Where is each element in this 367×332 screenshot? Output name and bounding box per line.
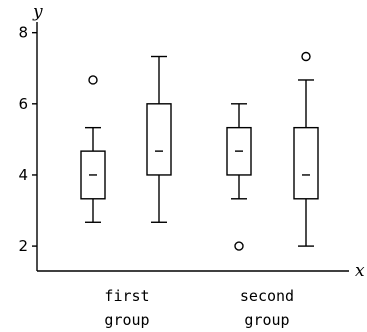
y-tick-label: 8 bbox=[18, 24, 28, 42]
y-tick-label: 4 bbox=[18, 166, 28, 184]
box-4 bbox=[293, 51, 319, 247]
category-label-line: first bbox=[104, 287, 149, 305]
outlier-point bbox=[88, 75, 98, 85]
category-label-line: group bbox=[244, 311, 289, 329]
category-label-line: second bbox=[240, 287, 294, 305]
y-tick-label: 6 bbox=[18, 95, 28, 113]
category-label-line: group bbox=[104, 311, 149, 329]
y-ticks: 2 4 6 8 bbox=[18, 24, 37, 255]
box-1 bbox=[80, 75, 106, 223]
box-rect bbox=[146, 103, 172, 176]
box-2 bbox=[146, 55, 172, 223]
outlier-point bbox=[234, 241, 244, 251]
y-tick-label: 2 bbox=[18, 237, 28, 255]
box-3 bbox=[226, 103, 252, 251]
x-axis-title: x bbox=[355, 261, 365, 281]
box-rect bbox=[293, 126, 319, 200]
category-labels: first group second group bbox=[104, 287, 294, 329]
outlier-point bbox=[301, 51, 311, 62]
y-axis-title: y bbox=[32, 2, 43, 22]
boxes bbox=[80, 51, 319, 251]
